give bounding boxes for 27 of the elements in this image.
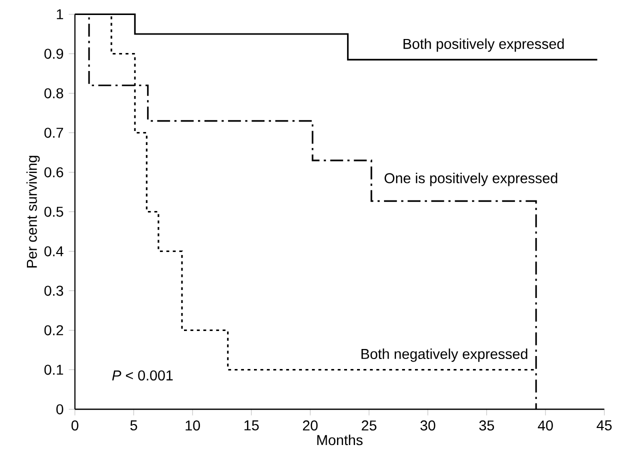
y-tick-label: 0.6 [44,167,64,178]
y-tick-label: 0.2 [44,325,64,336]
y-tick-label: 1 [56,9,64,20]
x-tick-label: 5 [130,420,138,430]
x-tick-label: 20 [302,420,318,431]
x-tick-label: 10 [186,420,200,431]
series-label: Both negatively expressed [362,348,528,362]
y-tick-label: 0.5 [44,206,64,217]
y-tick-label: 0.9 [44,48,64,59]
y-axis-title: Per cent surviving [26,156,40,268]
y-tick-label: 0.4 [44,246,64,256]
x-tick-label: 15 [244,420,259,430]
series-label: One is positively expressed [384,172,558,186]
x-axis-title: Months [317,434,363,446]
y-tick-label: 0.8 [44,88,64,98]
x-tick-label: 40 [538,420,553,431]
x-tick-label: 35 [479,420,494,431]
annotation: P < 0.001 [112,370,173,380]
series-label: Both positively expressed [404,38,564,52]
y-tick-label: 0.7 [44,128,64,138]
x-tick-label: 25 [362,420,376,431]
x-tick-label: 30 [420,420,436,431]
y-tick-label: 0.3 [44,286,64,296]
x-tick-label: 0 [72,420,78,431]
x-tick-label: 45 [596,420,612,430]
y-tick-label: 0.1 [44,364,64,375]
y-tick-label: 0 [56,404,64,414]
